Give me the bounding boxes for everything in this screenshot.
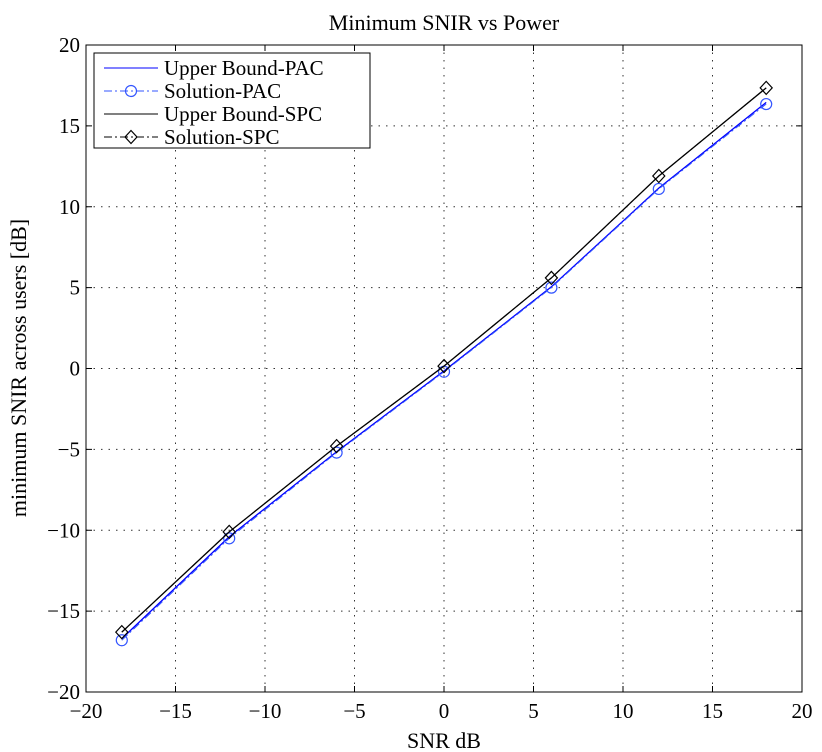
y-axis-label: minimum SNIR across users [dB] xyxy=(6,219,31,517)
diamond-marker xyxy=(222,524,237,540)
circle-marker xyxy=(760,97,773,111)
legend-item: Solution-PAC xyxy=(104,79,281,103)
series-line xyxy=(121,87,767,633)
y-tick-label: 15 xyxy=(59,114,80,138)
legend-item: Solution-SPC xyxy=(104,125,280,149)
series-line xyxy=(121,101,767,640)
legend-label: Upper Bound-SPC xyxy=(164,102,322,126)
y-tick-label: 0 xyxy=(70,357,81,381)
series-solution-spc xyxy=(114,80,774,640)
circle-marker xyxy=(124,84,138,98)
y-tick-label: −5 xyxy=(58,437,80,461)
y-tick-label: 5 xyxy=(70,276,81,300)
y-tick-label: −15 xyxy=(47,599,80,623)
x-tick-label: −5 xyxy=(343,699,365,723)
x-tick-label: −20 xyxy=(70,699,103,723)
diamond-marker xyxy=(544,270,559,286)
y-tick-label: −10 xyxy=(47,518,80,542)
legend-label: Solution-PAC xyxy=(164,79,281,103)
x-tick-label: 20 xyxy=(792,699,813,723)
x-tick-label: −10 xyxy=(249,699,282,723)
diamond-marker xyxy=(437,358,451,374)
legend-box xyxy=(93,52,371,149)
y-tick-label: 10 xyxy=(59,195,80,219)
chart-title: Minimum SNIR vs Power xyxy=(329,10,560,35)
x-tick-label: 5 xyxy=(528,699,539,723)
y-tick-label: 20 xyxy=(59,33,80,57)
circle-marker xyxy=(652,182,665,196)
plot-area-frame xyxy=(85,44,803,693)
circle-marker xyxy=(115,634,128,647)
series-upper-bound-pac xyxy=(121,101,767,640)
legend-label: Solution-SPC xyxy=(164,125,280,149)
diamond-marker xyxy=(114,624,129,640)
x-tick-label: −15 xyxy=(159,699,192,723)
x-axis-label: SNR dB xyxy=(407,728,481,752)
diamond-marker xyxy=(759,80,774,96)
x-tick-label: 10 xyxy=(613,699,634,723)
diamond-marker xyxy=(124,129,138,145)
diamond-marker xyxy=(329,438,344,454)
legend-item: Upper Bound-SPC xyxy=(104,102,322,126)
x-tick-label: 15 xyxy=(702,699,723,723)
circle-marker xyxy=(223,532,236,545)
circle-marker xyxy=(545,281,558,294)
diamond-marker xyxy=(651,168,666,184)
x-tick-label: 0 xyxy=(439,699,450,723)
circle-marker xyxy=(330,446,343,459)
legend-label: Upper Bound-PAC xyxy=(164,56,324,80)
y-tick-label: −20 xyxy=(47,680,80,704)
legend-item: Upper Bound-PAC xyxy=(104,56,324,80)
